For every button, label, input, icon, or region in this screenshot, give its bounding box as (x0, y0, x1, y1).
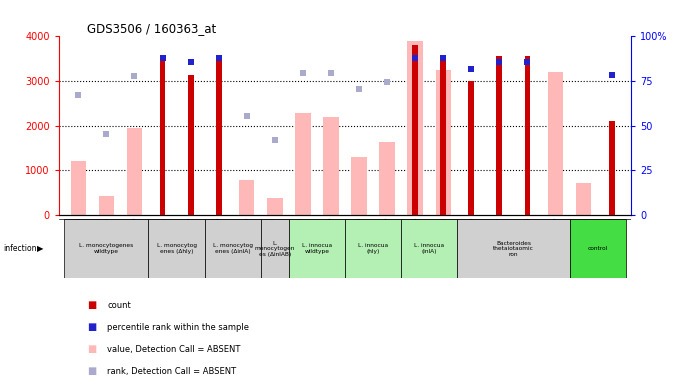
Bar (345, 219, 401, 278)
Text: Bacteroides
thetaiotaomic
ron: Bacteroides thetaiotaomic ron (493, 241, 534, 257)
Bar (261, 219, 289, 278)
Text: infection: infection (3, 244, 37, 253)
Bar (497, 56, 502, 215)
Bar (609, 121, 615, 215)
Bar (435, 70, 451, 215)
Bar (576, 183, 591, 215)
Text: L. monocytogenes
wildtype: L. monocytogenes wildtype (79, 243, 133, 254)
Bar (148, 219, 205, 278)
Text: ■: ■ (88, 321, 97, 331)
Bar (469, 81, 474, 215)
Bar (524, 56, 531, 215)
Text: GDS3506 / 160363_at: GDS3506 / 160363_at (88, 22, 217, 35)
Bar (457, 219, 569, 278)
Bar (70, 162, 86, 215)
Bar (412, 45, 418, 215)
Bar (188, 75, 193, 215)
Text: percentile rank within the sample: percentile rank within the sample (108, 323, 249, 331)
Bar (548, 72, 563, 215)
Bar (127, 127, 142, 215)
Text: L. monocytog
enes (Δhly): L. monocytog enes (Δhly) (157, 243, 197, 254)
Text: ■: ■ (88, 344, 97, 354)
Bar (216, 61, 221, 215)
Bar (295, 113, 310, 215)
Text: L.
monocytogen
es (ΔinlAB): L. monocytogen es (ΔinlAB) (255, 241, 295, 257)
Bar (351, 157, 367, 215)
Text: ■: ■ (88, 300, 97, 310)
Bar (159, 61, 166, 215)
Text: ▶: ▶ (37, 244, 43, 253)
Bar (440, 61, 446, 215)
Text: L. monocytog
enes (ΔinlA): L. monocytog enes (ΔinlA) (213, 243, 253, 254)
Text: L. innocua
(hly): L. innocua (hly) (358, 243, 388, 254)
Bar (289, 219, 345, 278)
Text: value, Detection Call = ABSENT: value, Detection Call = ABSENT (108, 345, 241, 354)
Text: rank, Detection Call = ABSENT: rank, Detection Call = ABSENT (108, 367, 237, 376)
Bar (401, 219, 457, 278)
Bar (569, 219, 626, 278)
Bar (99, 196, 114, 215)
Bar (323, 117, 339, 215)
Text: control: control (588, 246, 608, 251)
Bar (267, 198, 282, 215)
Text: ■: ■ (88, 366, 97, 376)
Bar (380, 142, 395, 215)
Text: count: count (108, 301, 131, 310)
Bar (239, 180, 255, 215)
Bar (205, 219, 261, 278)
Bar (64, 219, 148, 278)
Bar (408, 41, 423, 215)
Text: L. innocua
(inlA): L. innocua (inlA) (414, 243, 444, 254)
Text: L. innocua
wildtype: L. innocua wildtype (302, 243, 332, 254)
